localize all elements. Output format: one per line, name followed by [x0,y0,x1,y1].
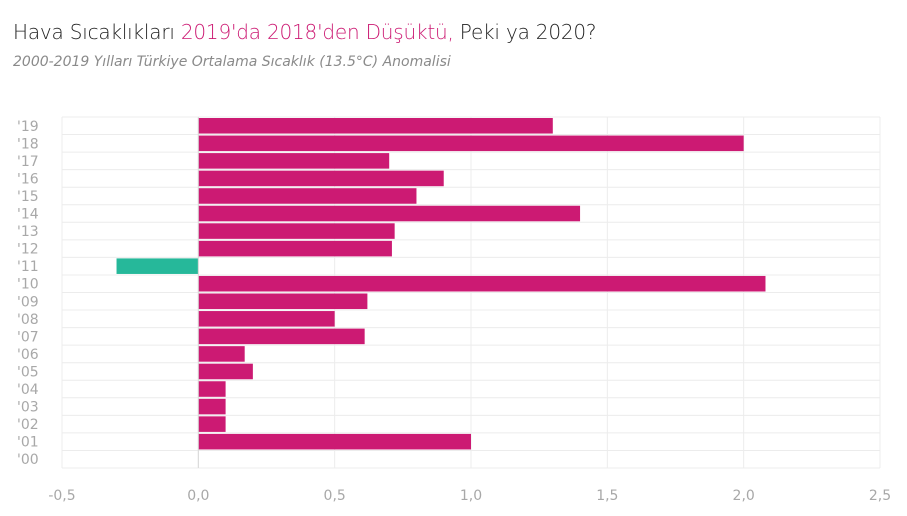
y-tick-label: '17 [17,154,39,170]
bar-01 [198,433,472,450]
y-tick-label: '19 [17,119,39,135]
y-tick-label: '10 [17,277,39,293]
bar-08 [198,311,335,327]
bar-12 [198,240,392,257]
bar-09 [198,293,368,310]
bar-16 [198,170,444,187]
title-text-start: Hava Sıcaklıkları [13,20,181,44]
x-tick-label: 0,5 [324,488,346,504]
y-tick-label: '05 [17,364,39,380]
x-tick-label: 0,0 [187,488,209,504]
y-tick-label: '12 [17,242,39,258]
title-text-highlight: 2019'da 2018'den Düşüktü, [180,20,454,44]
y-tick-label: '08 [17,312,39,328]
y-tick-label: '09 [17,294,39,310]
bar-07 [198,328,365,345]
bar-19 [198,118,553,134]
y-tick-label: '02 [17,417,39,433]
y-tick-label: '11 [17,259,39,275]
y-tick-label: '06 [17,347,39,363]
bar-18 [198,135,744,152]
title-text-end: Peki ya 2020? [453,20,597,44]
x-tick-label: 1,0 [460,488,482,504]
x-tick-label: 2,5 [869,488,891,504]
bar-04 [198,381,226,397]
x-tick-label: 1,5 [596,488,618,504]
y-tick-label: '03 [17,400,39,416]
y-tick-label: '15 [17,189,39,205]
y-tick-label: '01 [17,435,39,451]
bar-10 [198,275,766,292]
bar-15 [198,188,417,204]
bar-02 [198,416,226,432]
y-tick-label: '04 [17,382,39,398]
bar-05 [198,363,253,380]
y-tick-label: '07 [17,329,39,345]
chart-title: Hava Sıcaklıkları 2019'da 2018'den Düşük… [13,20,597,44]
y-tick-label: '00 [17,452,39,468]
x-tick-label: -0,5 [48,488,75,504]
y-tick-label: '14 [17,207,39,223]
y-tick-label: '16 [17,171,39,187]
bar-11 [116,258,199,274]
x-tick-label: 2,0 [733,488,755,504]
bar-13 [198,223,395,239]
y-tick-label: '18 [17,136,39,152]
bar-06 [198,346,245,362]
bar-17 [198,153,390,169]
chart-subtitle: 2000-2019 Yılları Türkiye Ortalama Sıcak… [13,54,451,70]
y-tick-label: '13 [17,224,39,240]
bar-03 [198,398,226,415]
bar-14 [198,205,581,222]
